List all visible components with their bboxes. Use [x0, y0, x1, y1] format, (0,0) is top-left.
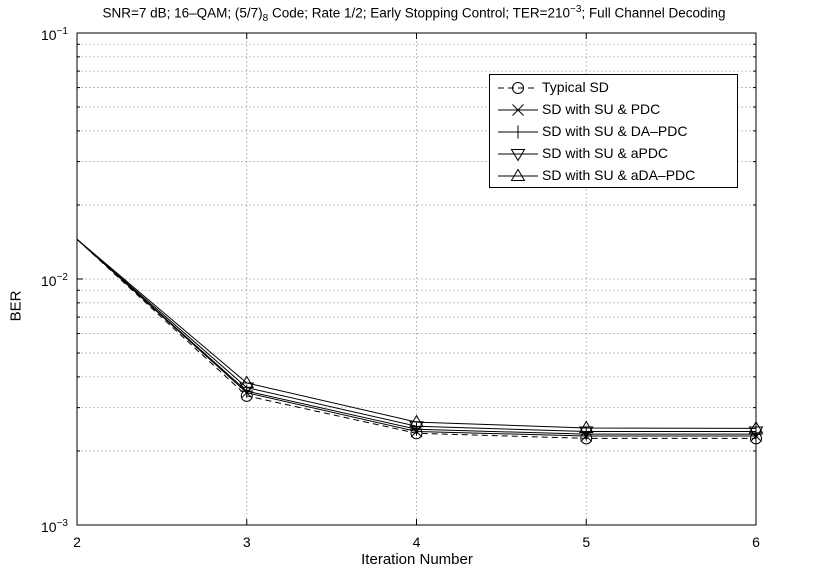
- x-tick-label: 5: [582, 534, 591, 550]
- legend-label: SD with SU & DA–PDC: [542, 123, 688, 139]
- series-x: [76, 238, 762, 442]
- series-line: [76, 238, 756, 432]
- series-line: [76, 238, 757, 429]
- series-layer: [76, 238, 764, 445]
- data-point: [748, 420, 764, 434]
- legend-item-da-pdc: SD with SU & DA–PDC: [490, 121, 737, 143]
- data-point: [240, 384, 254, 398]
- legend-item-ada-pdc: SD with SU & aDA–PDC: [490, 165, 737, 187]
- legend-label: Typical SD: [542, 79, 609, 95]
- legend-item-pdc: SD with SU & PDC: [490, 99, 737, 121]
- legend-swatch-triangle-up: [498, 168, 538, 181]
- data-point: [512, 82, 524, 94]
- x-tick-label: 3: [242, 534, 251, 550]
- plot-frame: [76, 32, 757, 526]
- series-line: [76, 238, 756, 435]
- series-triangle-down: [76, 238, 764, 439]
- x-axis-label: Iteration Number: [361, 551, 473, 568]
- series-circle: [76, 238, 762, 445]
- legend-swatch-circle: [498, 82, 538, 94]
- data-point: [511, 125, 525, 139]
- legend-item-apdc: SD with SU & aPDC: [490, 143, 737, 165]
- legend-swatch-triangle-down: [498, 149, 538, 162]
- chart-title: SNR=7 dB; 16–QAM; (5/7)8 Code; Rate 1/2;…: [102, 4, 726, 25]
- data-point: [239, 375, 255, 388]
- x-tick-label: 2: [73, 534, 81, 550]
- legend-label: SD with SU & aDA–PDC: [542, 167, 696, 183]
- data-point: [510, 168, 526, 181]
- series-plus: [76, 238, 763, 441]
- legend-label: SD with SU & PDC: [542, 101, 661, 117]
- data-point: [512, 104, 524, 116]
- legend-item-typical-sd: Typical SD: [490, 77, 737, 99]
- y-tick-label: 10−3: [41, 518, 68, 535]
- legend: Typical SD SD with SU & PDC SD with SU &…: [489, 74, 738, 188]
- legend-swatch-x: [498, 104, 538, 116]
- data-point: [578, 420, 594, 433]
- x-tick-label: 6: [752, 534, 760, 550]
- legend-swatch-plus: [498, 125, 538, 139]
- data-point: [510, 149, 526, 162]
- y-axis-label: BER: [7, 290, 25, 322]
- series-triangle-up: [76, 238, 764, 434]
- x-tick-label: 4: [412, 534, 421, 550]
- y-tick-label: 10−2: [41, 272, 68, 289]
- y-tick-label: 10−1: [41, 26, 68, 43]
- legend-label: SD with SU & aPDC: [542, 145, 669, 161]
- data-point: [409, 414, 424, 428]
- grid: [77, 33, 756, 525]
